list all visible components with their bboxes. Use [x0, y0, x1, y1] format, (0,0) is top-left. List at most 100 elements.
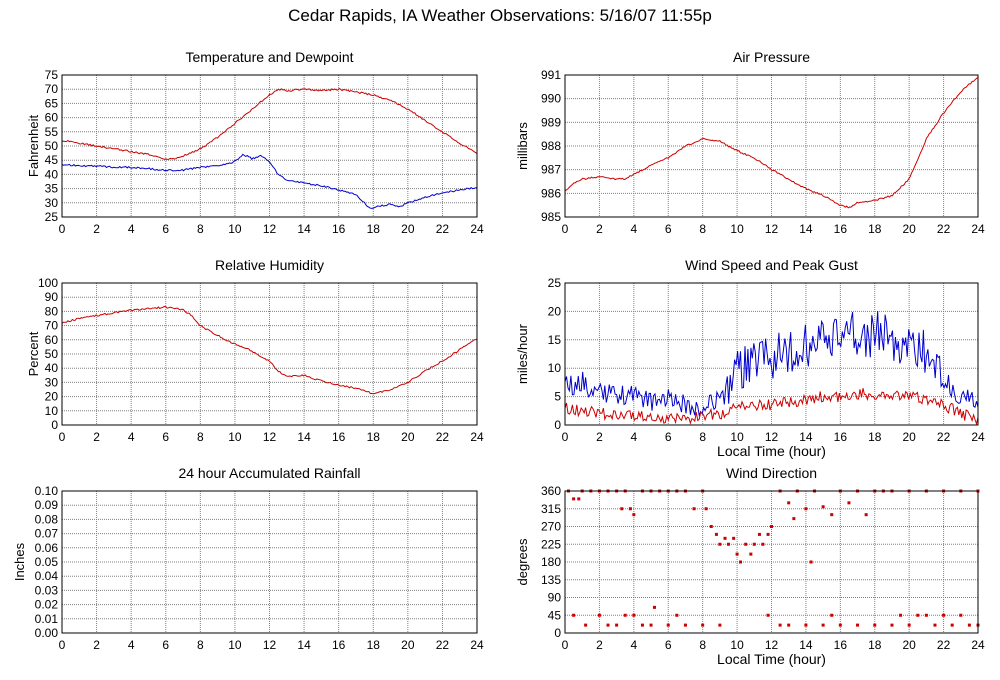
- x-tick-label: 14: [799, 430, 813, 444]
- x-tick-label: 12: [765, 638, 779, 652]
- y-tick-label: 70: [45, 82, 59, 96]
- y-tick-label: 0.06: [35, 541, 59, 555]
- y-tick-label: 0.09: [35, 498, 59, 512]
- series-line: [564, 310, 979, 417]
- y-axis-label: Fahrenheit: [26, 115, 41, 178]
- plot-frame: [564, 282, 979, 426]
- x-tick-label: 22: [937, 430, 951, 444]
- x-tick-label: 24: [971, 222, 985, 236]
- data-point: [942, 613, 946, 617]
- data-point: [933, 623, 937, 627]
- data-point: [701, 623, 705, 627]
- x-tick-label: 0: [59, 430, 66, 444]
- data-point: [752, 542, 756, 546]
- x-tick-label: 14: [297, 638, 311, 652]
- y-tick-label: 135: [541, 573, 561, 587]
- data-point: [726, 542, 730, 546]
- data-point: [718, 542, 722, 546]
- x-tick-label: 6: [665, 430, 672, 444]
- data-point: [890, 623, 894, 627]
- y-tick-label: 65: [45, 96, 59, 110]
- y-tick-label: 987: [541, 163, 561, 177]
- x-tick-label: 12: [263, 222, 277, 236]
- x-tick-label: 16: [332, 638, 346, 652]
- x-tick-label: 10: [730, 430, 744, 444]
- plot-frame: [61, 74, 478, 218]
- data-point: [704, 507, 708, 511]
- y-tick-label: 75: [45, 68, 59, 82]
- data-point: [572, 497, 576, 501]
- y-axis-label: millibars: [515, 122, 530, 170]
- data-point: [766, 613, 770, 617]
- x-tick-label: 22: [937, 638, 951, 652]
- y-tick-label: 0: [554, 626, 561, 640]
- x-tick-label: 24: [470, 430, 484, 444]
- x-tick-label: 4: [630, 638, 637, 652]
- chart-title: Air Pressure: [733, 49, 810, 65]
- data-point: [804, 623, 808, 627]
- x-tick-label: 14: [297, 430, 311, 444]
- x-tick-label: 6: [162, 222, 169, 236]
- y-tick-label: 15: [548, 333, 562, 347]
- data-point: [899, 613, 903, 617]
- y-tick-label: 10: [548, 361, 562, 375]
- y-tick-label: 60: [45, 333, 59, 347]
- y-tick-label: 989: [541, 115, 561, 129]
- x-tick-label: 8: [197, 430, 204, 444]
- y-tick-label: 30: [45, 375, 59, 389]
- data-point: [787, 623, 791, 627]
- data-point: [584, 623, 588, 627]
- x-tick-label: 10: [228, 638, 242, 652]
- data-point: [950, 623, 954, 627]
- data-point: [620, 507, 624, 511]
- x-tick-label: 6: [665, 638, 672, 652]
- x-tick-label: 18: [367, 222, 381, 236]
- data-point: [709, 525, 713, 528]
- x-tick-label: 18: [868, 638, 882, 652]
- y-tick-label: 40: [45, 167, 59, 181]
- y-tick-label: 990: [541, 92, 561, 106]
- series-line: [61, 87, 478, 160]
- data-point: [649, 623, 653, 627]
- plot-frame: [61, 282, 478, 426]
- y-tick-label: 20: [548, 304, 562, 318]
- x-tick-label: 16: [834, 222, 848, 236]
- x-tick-label: 2: [93, 638, 100, 652]
- data-point: [847, 501, 851, 505]
- y-axis-label: degrees: [515, 538, 530, 585]
- y-tick-label: 100: [38, 276, 58, 290]
- data-point: [757, 532, 761, 536]
- x-tick-label: 0: [562, 638, 569, 652]
- y-tick-label: 0.05: [35, 555, 59, 569]
- x-tick-label: 2: [596, 430, 603, 444]
- data-point: [761, 542, 765, 546]
- x-tick-label: 2: [93, 430, 100, 444]
- x-tick-label: 4: [128, 430, 135, 444]
- x-tick-label: 8: [699, 638, 706, 652]
- x-tick-label: 20: [401, 638, 415, 652]
- data-point: [683, 623, 687, 627]
- data-point: [792, 517, 796, 521]
- data-point: [821, 505, 825, 509]
- y-tick-label: 70: [45, 319, 59, 333]
- x-tick-label: 8: [197, 222, 204, 236]
- x-tick-label: 22: [436, 430, 450, 444]
- y-tick-label: 30: [45, 196, 59, 210]
- x-tick-label: 2: [596, 222, 603, 236]
- x-tick-label: 20: [401, 430, 415, 444]
- x-tick-label: 2: [93, 222, 100, 236]
- y-tick-label: 45: [548, 608, 562, 622]
- y-tick-label: 50: [45, 139, 59, 153]
- x-tick-label: 18: [367, 430, 381, 444]
- data-point: [675, 613, 679, 617]
- y-tick-label: 40: [45, 361, 59, 375]
- x-tick-label: 8: [699, 222, 706, 236]
- data-point: [732, 536, 736, 540]
- x-tick-label: 12: [263, 638, 277, 652]
- y-axis-label: miles/hour: [515, 323, 530, 384]
